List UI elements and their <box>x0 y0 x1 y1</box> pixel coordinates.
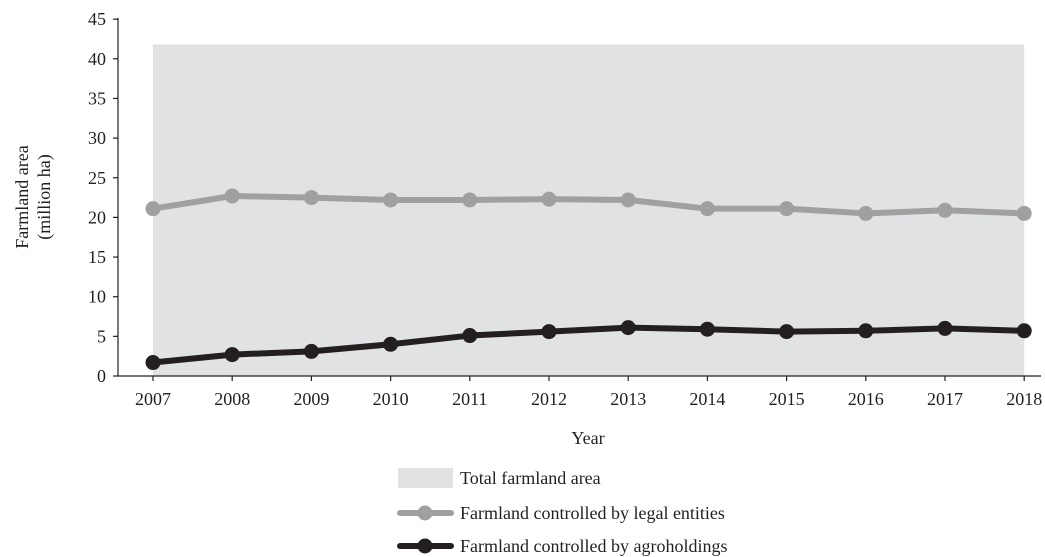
data-point-farmland-controlled-by-agroholdings-2011 <box>462 328 478 344</box>
data-point-farmland-controlled-by-agroholdings-2008 <box>224 347 240 363</box>
x-tick-label-2012: 2012 <box>531 389 567 409</box>
x-tick-label-2011: 2011 <box>452 389 487 409</box>
x-tick-label-2007: 2007 <box>135 389 171 409</box>
legend-item-farmland-controlled-by-legal-entities: Farmland controlled by legal entities <box>397 503 725 523</box>
x-tick-label-2018: 2018 <box>1006 389 1042 409</box>
data-point-farmland-controlled-by-legal-entities-2008 <box>224 188 240 204</box>
series-line-farmland-controlled-by-legal-entities <box>150 192 1028 217</box>
data-point-farmland-controlled-by-legal-entities-2009 <box>303 190 319 206</box>
x-tick-label-2008: 2008 <box>214 389 250 409</box>
data-point-farmland-controlled-by-legal-entities-2015 <box>779 201 795 217</box>
data-point-farmland-controlled-by-legal-entities-2007 <box>145 201 161 217</box>
data-point-farmland-controlled-by-agroholdings-2016 <box>858 323 874 339</box>
legend-marker-farmland-controlled-by-agroholdings <box>417 538 433 554</box>
y-axis-label-line-2: (million ha) <box>34 154 55 239</box>
y-tick-label-25: 25 <box>88 168 106 188</box>
y-tick-label-5: 5 <box>97 326 106 346</box>
legend-label-farmland-controlled-by-agroholdings: Farmland controlled by agroholdings <box>460 536 727 556</box>
legend-label-total-farmland-area: Total farmland area <box>460 468 601 488</box>
data-point-farmland-controlled-by-agroholdings-2015 <box>779 324 795 340</box>
data-point-farmland-controlled-by-agroholdings-2013 <box>620 320 636 336</box>
legend-item-total-farmland-area: Total farmland area <box>398 468 601 488</box>
data-point-farmland-controlled-by-agroholdings-2012 <box>541 324 557 340</box>
y-tick-label-30: 30 <box>88 128 106 148</box>
y-tick-label-45: 45 <box>88 9 106 29</box>
legend-marker-farmland-controlled-by-legal-entities <box>417 505 433 521</box>
y-tick-label-10: 10 <box>88 287 106 307</box>
y-tick-label-35: 35 <box>88 88 106 108</box>
x-tick-label-2017: 2017 <box>927 389 963 409</box>
data-point-farmland-controlled-by-agroholdings-2007 <box>145 355 161 371</box>
plot-area <box>145 44 1032 376</box>
data-point-farmland-controlled-by-legal-entities-2017 <box>937 202 953 218</box>
data-point-farmland-controlled-by-agroholdings-2017 <box>937 320 953 336</box>
data-point-farmland-controlled-by-agroholdings-2014 <box>699 321 715 337</box>
data-point-farmland-controlled-by-legal-entities-2014 <box>699 201 715 217</box>
x-tick-label-2015: 2015 <box>769 389 805 409</box>
y-axis-label: Farmland area (million ha) <box>12 145 55 248</box>
y-tick-label-20: 20 <box>88 207 106 227</box>
data-point-farmland-controlled-by-agroholdings-2018 <box>1016 323 1032 339</box>
x-tick-label-2016: 2016 <box>848 389 884 409</box>
data-point-farmland-controlled-by-legal-entities-2013 <box>620 192 636 208</box>
data-point-farmland-controlled-by-legal-entities-2016 <box>858 205 874 221</box>
y-axis-label-line-1: Farmland area <box>12 145 32 248</box>
axes: 0 5 10 15 20 25 30 35 40 45 2007 2008 2009 2010 2011 20… <box>12 9 1042 448</box>
legend-item-farmland-controlled-by-agroholdings: Farmland controlled by agroholdings <box>397 536 727 556</box>
y-tick-label-15: 15 <box>88 247 106 267</box>
y-tick-label-0: 0 <box>97 366 106 386</box>
data-point-farmland-controlled-by-legal-entities-2012 <box>541 191 557 207</box>
data-point-farmland-controlled-by-legal-entities-2018 <box>1016 205 1032 221</box>
legend-swatch-total-farmland-area <box>398 468 453 488</box>
x-tick-label-2013: 2013 <box>610 389 646 409</box>
series-area-total-farmland-area <box>153 44 1025 376</box>
data-point-farmland-controlled-by-legal-entities-2010 <box>383 192 399 208</box>
y-tick-label-40: 40 <box>88 49 106 69</box>
data-point-farmland-controlled-by-agroholdings-2009 <box>303 343 319 359</box>
series-line-farmland-controlled-by-agroholdings <box>150 324 1028 366</box>
x-tick-label-2014: 2014 <box>689 389 725 409</box>
legend-label-farmland-controlled-by-legal-entities: Farmland controlled by legal entities <box>460 503 725 523</box>
x-tick-label-2010: 2010 <box>373 389 409 409</box>
data-point-farmland-controlled-by-agroholdings-2010 <box>383 336 399 352</box>
x-tick-label-2009: 2009 <box>293 389 329 409</box>
x-axis-label: Year <box>571 428 604 448</box>
legend: Total farmland area Farmland controlled b… <box>397 468 727 556</box>
data-point-farmland-controlled-by-legal-entities-2011 <box>462 192 478 208</box>
